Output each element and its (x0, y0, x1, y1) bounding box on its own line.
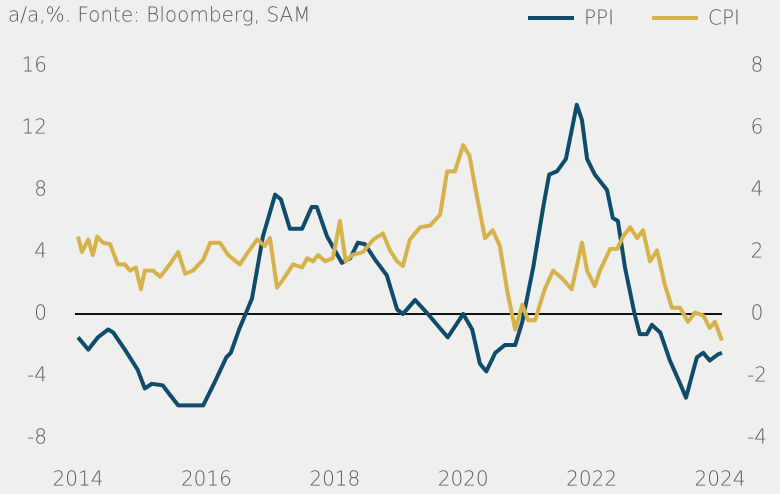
y-tick-label: 12 (22, 115, 47, 139)
y-tick-label: 16 (22, 53, 47, 77)
y2-tick-label: 8 (751, 53, 764, 77)
x-tick-label: 2018 (309, 467, 360, 491)
x-tick-label: 2022 (566, 467, 617, 491)
y-tick-label: 0 (34, 301, 47, 325)
x-tick-label: 2016 (181, 467, 232, 491)
series-line (76, 143, 724, 342)
y2-tick-label: 6 (751, 115, 764, 139)
x-tick-label: 2020 (438, 467, 489, 491)
y-tick-label: -8 (27, 425, 47, 449)
chart-title: a/a,%. Fonte: Bloomberg, SAM (8, 3, 310, 27)
y-tick-label: 4 (34, 239, 47, 263)
x-tick-label: 2014 (53, 467, 104, 491)
y-tick-label: -4 (27, 363, 47, 387)
y-tick-label: 8 (34, 177, 47, 201)
y2-tick-label: -2 (747, 363, 767, 387)
legend-label: PPI (584, 6, 614, 30)
x-tick-label: 2024 (695, 467, 746, 491)
y2-tick-label: 0 (751, 301, 764, 325)
legend-label: CPI (708, 6, 740, 30)
y2-tick-label: 4 (751, 177, 764, 201)
y2-tick-label: 2 (751, 239, 764, 263)
y2-tick-label: -4 (747, 425, 767, 449)
series-line (76, 102, 723, 408)
